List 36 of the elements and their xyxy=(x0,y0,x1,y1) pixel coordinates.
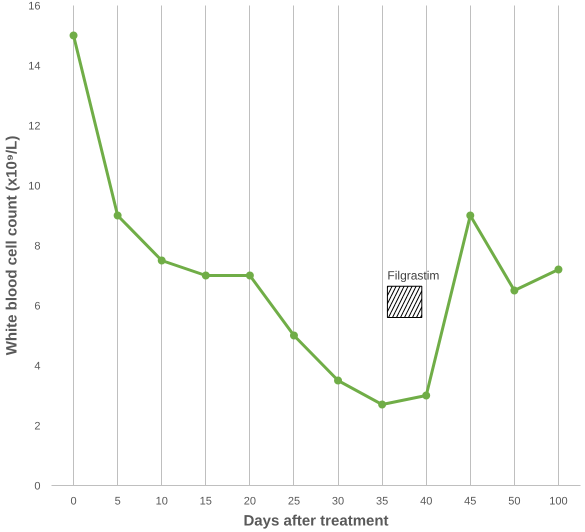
point xyxy=(422,392,430,400)
x-tick-label: 25 xyxy=(288,496,300,508)
point xyxy=(510,286,518,294)
point xyxy=(554,266,562,274)
y-tick-label: 10 xyxy=(28,180,41,192)
point xyxy=(114,212,122,220)
y-tick-label: 12 xyxy=(28,120,41,132)
point xyxy=(334,376,342,384)
point xyxy=(466,212,474,220)
point xyxy=(70,32,78,40)
y-tick-label: 6 xyxy=(34,300,41,312)
x-tick-label: 5 xyxy=(114,496,121,508)
y-tick-label: 8 xyxy=(34,240,41,252)
y-tick-label: 14 xyxy=(28,60,41,72)
point xyxy=(158,256,166,264)
x-axis-title: Days after treatment xyxy=(243,512,389,530)
x-tick-label: 45 xyxy=(464,496,476,508)
x-tick-label: 40 xyxy=(420,496,432,508)
x-tick-label: 50 xyxy=(508,496,521,508)
y-tick-label: 16 xyxy=(28,0,41,12)
y-axis-title: White blood cell count (x10⁹/L) xyxy=(3,136,20,356)
x-tick-label: 30 xyxy=(332,496,344,508)
y-tick-label: 2 xyxy=(34,420,41,432)
y-tick-label: 0 xyxy=(34,480,41,492)
band-label: Filgrastim xyxy=(387,268,440,282)
x-tick-label: 35 xyxy=(376,496,388,508)
x-tick-label: 15 xyxy=(200,496,212,508)
y-tick-label: 4 xyxy=(34,360,41,372)
point xyxy=(246,272,254,280)
x-tick-label: 100 xyxy=(549,496,568,508)
x-tick-label: 0 xyxy=(70,496,77,508)
x-tick-label: 10 xyxy=(156,496,168,508)
point xyxy=(378,400,386,408)
point xyxy=(202,272,210,280)
point xyxy=(290,332,298,340)
x-tick-label: 20 xyxy=(244,496,256,508)
